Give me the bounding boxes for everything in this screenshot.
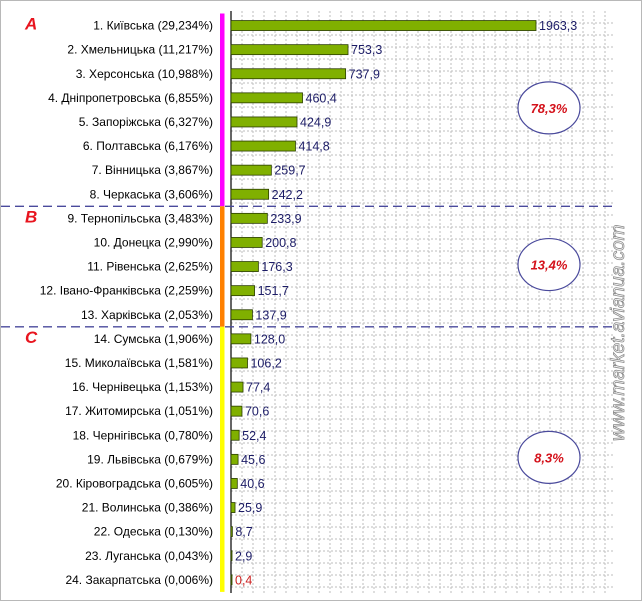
category-label: 19. Львівська (0,679%)	[87, 452, 213, 466]
bar	[230, 574, 233, 586]
bar	[230, 68, 347, 80]
bar	[230, 44, 349, 56]
bar	[230, 333, 252, 345]
category-label: 3. Херсонська (10,988%)	[76, 67, 213, 81]
value-label: 137,9	[255, 308, 286, 322]
category-label: 24. Закарпатська (0,006%)	[65, 573, 213, 587]
bar	[230, 237, 263, 248]
category-label: 9. Тернопільська (3,483%)	[67, 211, 213, 225]
category-label: 17. Житомирська (1,051%)	[65, 404, 213, 418]
category-label: 16. Чернівецька (1,153%)	[72, 380, 213, 394]
group-a-share-ellipse	[517, 81, 581, 135]
value-label: 1963,3	[539, 19, 577, 33]
value-label: 2,9	[235, 549, 252, 563]
value-labels: 1963,3 753,3 737,9 460,4 424,9 414,8 259,7 242,…	[235, 19, 577, 587]
bar	[230, 164, 272, 176]
bar	[230, 140, 296, 152]
group-b-bar	[220, 206, 225, 327]
value-label: 176,3	[261, 260, 292, 274]
category-label: 14. Сумська (1,906%)	[94, 332, 213, 346]
category-label: 13. Харківська (2,053%)	[81, 308, 213, 322]
value-label: 25,9	[238, 501, 262, 515]
group-c-share: 8,3%	[534, 450, 564, 465]
value-label: 70,6	[245, 405, 269, 419]
value-label: 52,4	[242, 429, 266, 443]
category-label: 23. Луганська (0,043%)	[85, 549, 213, 563]
value-label: 128,0	[254, 332, 285, 346]
bar	[230, 526, 233, 538]
category-label: 21. Волинська (0,386%)	[82, 501, 213, 515]
group-b-letter: B	[25, 207, 37, 226]
category-label: 22. Одеська (0,130%)	[94, 525, 213, 539]
category-label: 7. Вінницька (3,867%)	[92, 163, 213, 177]
category-label: 12. Івано-Франківська (2,259%)	[40, 284, 213, 298]
bar	[230, 502, 236, 513]
category-label: 1. Київська (29,234%)	[93, 19, 213, 33]
category-label: 2. Хмельницька (11,217%)	[67, 43, 213, 57]
bar	[230, 285, 255, 297]
group-c-bar	[220, 326, 225, 592]
value-label: 8,7	[235, 525, 252, 539]
group-a-share: 78,3%	[531, 101, 568, 116]
value-label: 233,9	[270, 212, 301, 226]
bar	[230, 116, 298, 128]
group-b-share: 13,4%	[531, 258, 568, 273]
category-label: 18. Чернігівська (0,780%)	[73, 428, 213, 442]
category-labels: 1. Київська (29,234%) 2. Хмельницька (11,…	[40, 19, 213, 587]
category-label: 4. Дніпропетровська (6,855%)	[48, 91, 213, 105]
value-label: 77,4	[246, 381, 270, 395]
bar	[230, 405, 243, 417]
value-label: 737,9	[349, 67, 380, 81]
bar	[230, 357, 248, 369]
value-label: 0,4	[235, 573, 252, 587]
category-label: 10. Донецка (2,990%)	[94, 235, 213, 249]
value-label: 424,9	[300, 115, 331, 129]
value-label: 259,7	[274, 164, 305, 178]
group-c-share-ellipse	[517, 430, 581, 484]
watermark: www.market.avianua.com	[608, 225, 629, 441]
value-label: 200,8	[265, 236, 296, 250]
category-label: 6. Полтавська (6,176%)	[83, 139, 213, 153]
group-a-bar	[220, 13, 225, 207]
value-label: 106,2	[250, 356, 281, 370]
bar	[230, 453, 239, 465]
category-label: 15. Миколаївська (1,581%)	[65, 356, 213, 370]
value-label: 414,8	[298, 140, 329, 154]
group-a-letter: A	[24, 15, 37, 34]
value-label: 753,3	[351, 43, 382, 57]
bar	[230, 550, 233, 562]
value-label: 40,6	[240, 477, 264, 491]
bar	[230, 20, 537, 31]
value-label: 460,4	[306, 91, 337, 105]
bar	[230, 92, 303, 104]
bar	[230, 309, 253, 321]
value-label: 242,2	[272, 188, 303, 202]
category-label: 11. Рівенська (2,625%)	[87, 260, 213, 274]
bar	[230, 261, 259, 272]
category-label: 20. Кіровоградська (0,605%)	[56, 476, 213, 490]
bar	[230, 188, 270, 200]
group-c-letter: C	[25, 328, 38, 347]
bar	[230, 381, 244, 393]
bar	[230, 212, 268, 224]
category-label: 5. Запоріжська (6,327%)	[79, 115, 213, 129]
value-label: 45,6	[241, 453, 265, 467]
bar	[230, 429, 240, 441]
group-markers: A 78,3% B 13,4% C 8,3%	[1, 13, 613, 592]
value-label: 151,7	[258, 284, 289, 298]
group-b-share-ellipse	[517, 237, 581, 292]
bar	[230, 478, 238, 489]
category-label: 8. Черкаська (3,606%)	[90, 187, 213, 201]
bars	[230, 20, 537, 586]
